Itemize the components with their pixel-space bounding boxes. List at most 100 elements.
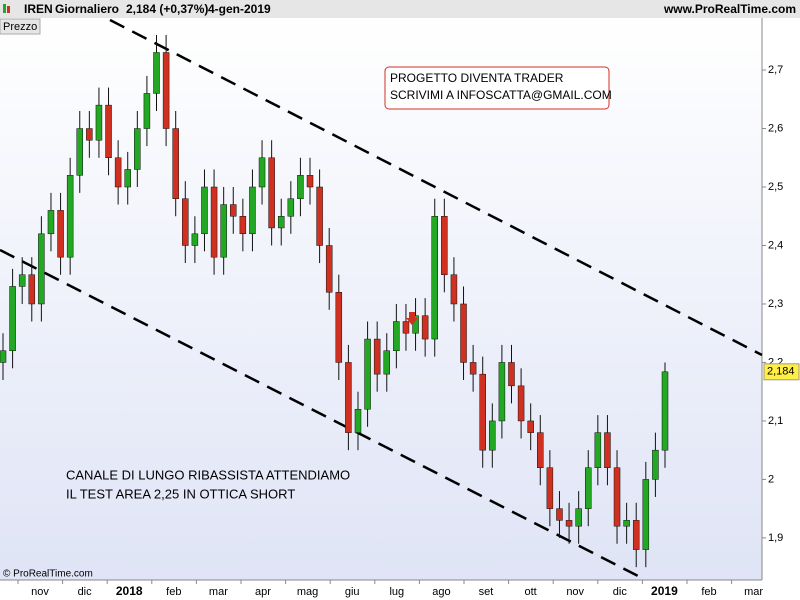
candle-body: [66, 175, 74, 258]
header-bar: [0, 0, 800, 18]
x-tick-label: ago: [432, 586, 450, 598]
candle-body: [239, 215, 247, 235]
candle-body: [498, 362, 506, 422]
x-tick-label: ott: [524, 586, 536, 598]
x-tick-label: lug: [389, 586, 404, 598]
candle-body: [508, 362, 515, 387]
candle-body: [642, 479, 650, 550]
x-tick-label: set: [479, 586, 494, 598]
candle-body: [661, 371, 669, 451]
candle-body: [364, 338, 371, 410]
candle-body: [172, 128, 179, 199]
candle-body: [95, 104, 103, 141]
x-tick-label: nov: [566, 586, 584, 598]
candle-body: [575, 508, 582, 527]
change: 2,184 (+0,37%): [126, 2, 208, 16]
plot-area: [0, 18, 762, 580]
candle-body: [613, 467, 621, 527]
candle-body: [556, 508, 563, 521]
annotation: CANALE DI LUNGO RIBASSISTA ATTENDIAMO: [66, 467, 350, 482]
candle-body: [134, 128, 141, 170]
last-price-label: 2,184: [767, 366, 795, 378]
channel-upper: [109, 18, 763, 357]
candle-body: [546, 467, 554, 509]
candle-body: [105, 104, 112, 159]
candle-body: [450, 274, 458, 305]
y-tick-label: 2: [768, 473, 774, 485]
candle-body: [28, 274, 36, 305]
candle-body: [230, 204, 237, 217]
x-tick-label: mar: [744, 586, 763, 598]
candle-body: [335, 292, 343, 363]
panel-tab: [0, 18, 41, 35]
candle-body: [441, 215, 448, 275]
y-tick-label: 2,1: [768, 415, 783, 427]
annotation: SCRIVIMI A INFOSCATTA@GMAIL.COM: [390, 88, 612, 102]
candle-body: [18, 274, 26, 287]
candle-body: [47, 210, 55, 235]
period: Giornaliero: [55, 2, 119, 16]
signal-arrow: [406, 312, 418, 325]
candle-body: [345, 362, 352, 433]
x-tick-label: nov: [31, 586, 49, 598]
candle-body: [114, 157, 122, 188]
candle-body: [153, 52, 160, 94]
candle-body: [316, 186, 323, 246]
x-tick-label: mag: [297, 586, 318, 598]
candle-body: [201, 186, 208, 235]
candle-body: [517, 385, 525, 422]
candle-body: [182, 198, 189, 246]
candle-body: [431, 215, 438, 340]
candle-body: [393, 321, 400, 352]
candle-body: [537, 432, 544, 468]
y-tick-label: 2,6: [768, 122, 783, 134]
channel-lower: [0, 248, 643, 580]
y-tick-label: 2,3: [768, 298, 783, 310]
icon: [7, 6, 10, 13]
y-tick-label: 2,4: [768, 239, 783, 251]
candle-body: [249, 186, 256, 235]
candle-body: [354, 408, 362, 433]
candle-body: [162, 52, 170, 129]
x-tick-label: dic: [78, 586, 93, 598]
x-tick-label: dic: [613, 586, 628, 598]
candle-body: [268, 157, 275, 229]
last-price-box: [763, 363, 800, 381]
candle-body: [57, 210, 64, 258]
candles: [0, 34, 669, 568]
candle-body: [143, 93, 151, 129]
candle-body: [373, 338, 381, 375]
annotation: PROGETTO DIVENTA TRADER: [390, 71, 564, 85]
candle-body: [0, 350, 7, 363]
icon: [3, 4, 6, 13]
candle-body: [191, 233, 199, 246]
candle-body: [632, 520, 640, 550]
site: www.ProRealTime.com: [663, 2, 796, 16]
candle-body: [258, 157, 266, 188]
y-tick-label: 2,7: [768, 64, 783, 76]
candle-body: [287, 198, 295, 217]
symbol: IREN: [24, 2, 53, 16]
x-tick-label: 2019: [651, 584, 678, 598]
x-tick-label: 2018: [116, 584, 143, 598]
x-tick-label: feb: [166, 586, 181, 598]
candle-body: [412, 315, 419, 334]
candle-body: [527, 420, 534, 433]
candle-body: [38, 233, 45, 305]
candle-body: [124, 169, 131, 188]
candle-body: [210, 186, 218, 258]
note-box: [384, 66, 610, 110]
panel-label: Prezzo: [3, 21, 37, 33]
candle-body: [421, 315, 429, 340]
candle-body: [604, 432, 611, 468]
annotation: IL TEST AREA 2,25 IN OTTICA SHORT: [66, 486, 295, 501]
candle-body: [565, 520, 573, 527]
x-tick-label: mar: [209, 586, 228, 598]
candle-body: [584, 467, 592, 509]
candle-body: [402, 321, 410, 334]
candle-body: [469, 362, 477, 375]
candle-body: [594, 432, 602, 468]
copyright: © ProRealTime.com: [3, 569, 93, 580]
